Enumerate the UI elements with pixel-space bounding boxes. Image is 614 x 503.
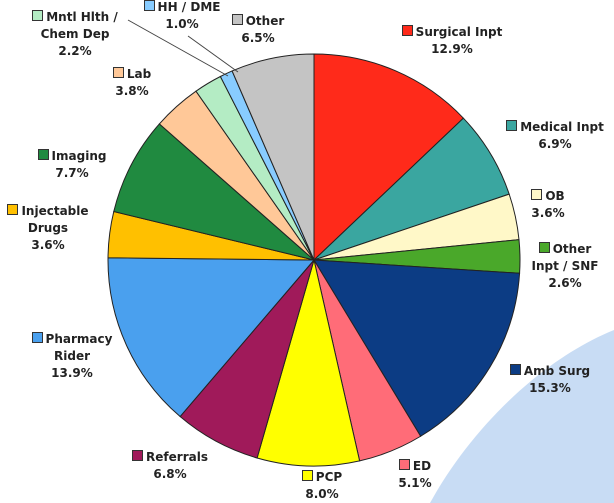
category-name: Imaging (51, 149, 107, 163)
value-label: 13.9% (51, 366, 93, 380)
category-name: Pharmacy Rider (45, 332, 113, 363)
value-label: 7.7% (55, 166, 89, 180)
value-label: 3.6% (31, 238, 65, 252)
category-name: Other Inpt / SNF (531, 242, 599, 273)
slice-label: ED 5.1% (385, 458, 445, 492)
value-label: 6.8% (153, 467, 187, 481)
category-name: Referrals (146, 450, 208, 464)
value-label: 6.9% (538, 137, 572, 151)
legend-swatch (112, 67, 124, 78)
pie-slice (313, 259, 521, 437)
category-name: Medical Inpt (520, 120, 604, 134)
slice-label: Mntl Hlth / Chem Dep 2.2% (23, 9, 127, 60)
leader-line (127, 19, 229, 77)
pie-slice (231, 53, 315, 261)
slice-label: Lab 3.8% (102, 66, 162, 100)
background-shade (430, 330, 614, 503)
value-label: 8.0% (305, 487, 339, 501)
value-label: 2.2% (58, 44, 92, 58)
category-name: Other (245, 14, 285, 28)
legend-swatch (37, 149, 49, 160)
slice-label: Amb Surg 15.3% (500, 363, 600, 397)
value-label: 2.6% (548, 276, 582, 290)
legend-swatch (506, 120, 518, 131)
value-label: 15.3% (529, 381, 571, 395)
value-label: 1.0% (165, 17, 199, 31)
legend-swatch (531, 189, 543, 200)
legend-swatch (401, 25, 413, 36)
legend-swatch (32, 10, 44, 21)
slice-label: Medical Inpt 6.9% (495, 119, 614, 153)
slice-label: OB 3.6% (518, 188, 578, 222)
slice-label: Injectable Drugs 3.6% (0, 203, 96, 254)
category-name: ED (412, 459, 432, 473)
leader-line (187, 35, 239, 73)
pie-slice (113, 123, 315, 261)
category-name: Surgical Inpt (415, 25, 503, 39)
slice-label: Pharmacy Rider 13.9% (27, 331, 117, 382)
category-name: PCP (315, 470, 343, 484)
value-label: 3.8% (115, 84, 149, 98)
category-name: Lab (126, 67, 152, 81)
legend-swatch (7, 204, 19, 215)
category-name: Amb Surg (523, 364, 591, 378)
value-label: 3.6% (531, 206, 565, 220)
legend-swatch (509, 364, 521, 375)
value-label: 6.5% (241, 31, 275, 45)
slice-label: Other Inpt / SNF 2.6% (525, 241, 605, 292)
pie-slice (107, 257, 316, 418)
category-name: HH / DME (157, 0, 221, 14)
legend-swatch (538, 242, 550, 253)
value-label: 5.1% (398, 476, 432, 490)
legend-swatch (132, 450, 144, 461)
slice-label: Imaging 7.7% (27, 148, 117, 182)
legend-swatch (31, 332, 43, 343)
legend-swatch (301, 470, 313, 481)
legend-swatch (143, 0, 155, 11)
pie-slice (256, 259, 361, 467)
value-label: 12.9% (431, 42, 473, 56)
slice-label: HH / DME 1.0% (137, 0, 227, 33)
legend-swatch (398, 459, 410, 470)
category-name: Mntl Hlth / Chem Dep (40, 10, 118, 41)
slice-label: Other 6.5% (223, 13, 293, 47)
pie-slice (313, 53, 465, 262)
category-name: OB (545, 189, 565, 203)
legend-swatch (231, 14, 243, 25)
slice-label: Surgical Inpt 12.9% (387, 24, 517, 58)
category-name: Injectable Drugs (21, 204, 89, 235)
slice-label: Referrals 6.8% (120, 449, 220, 483)
slice-label: PCP 8.0% (292, 469, 352, 503)
